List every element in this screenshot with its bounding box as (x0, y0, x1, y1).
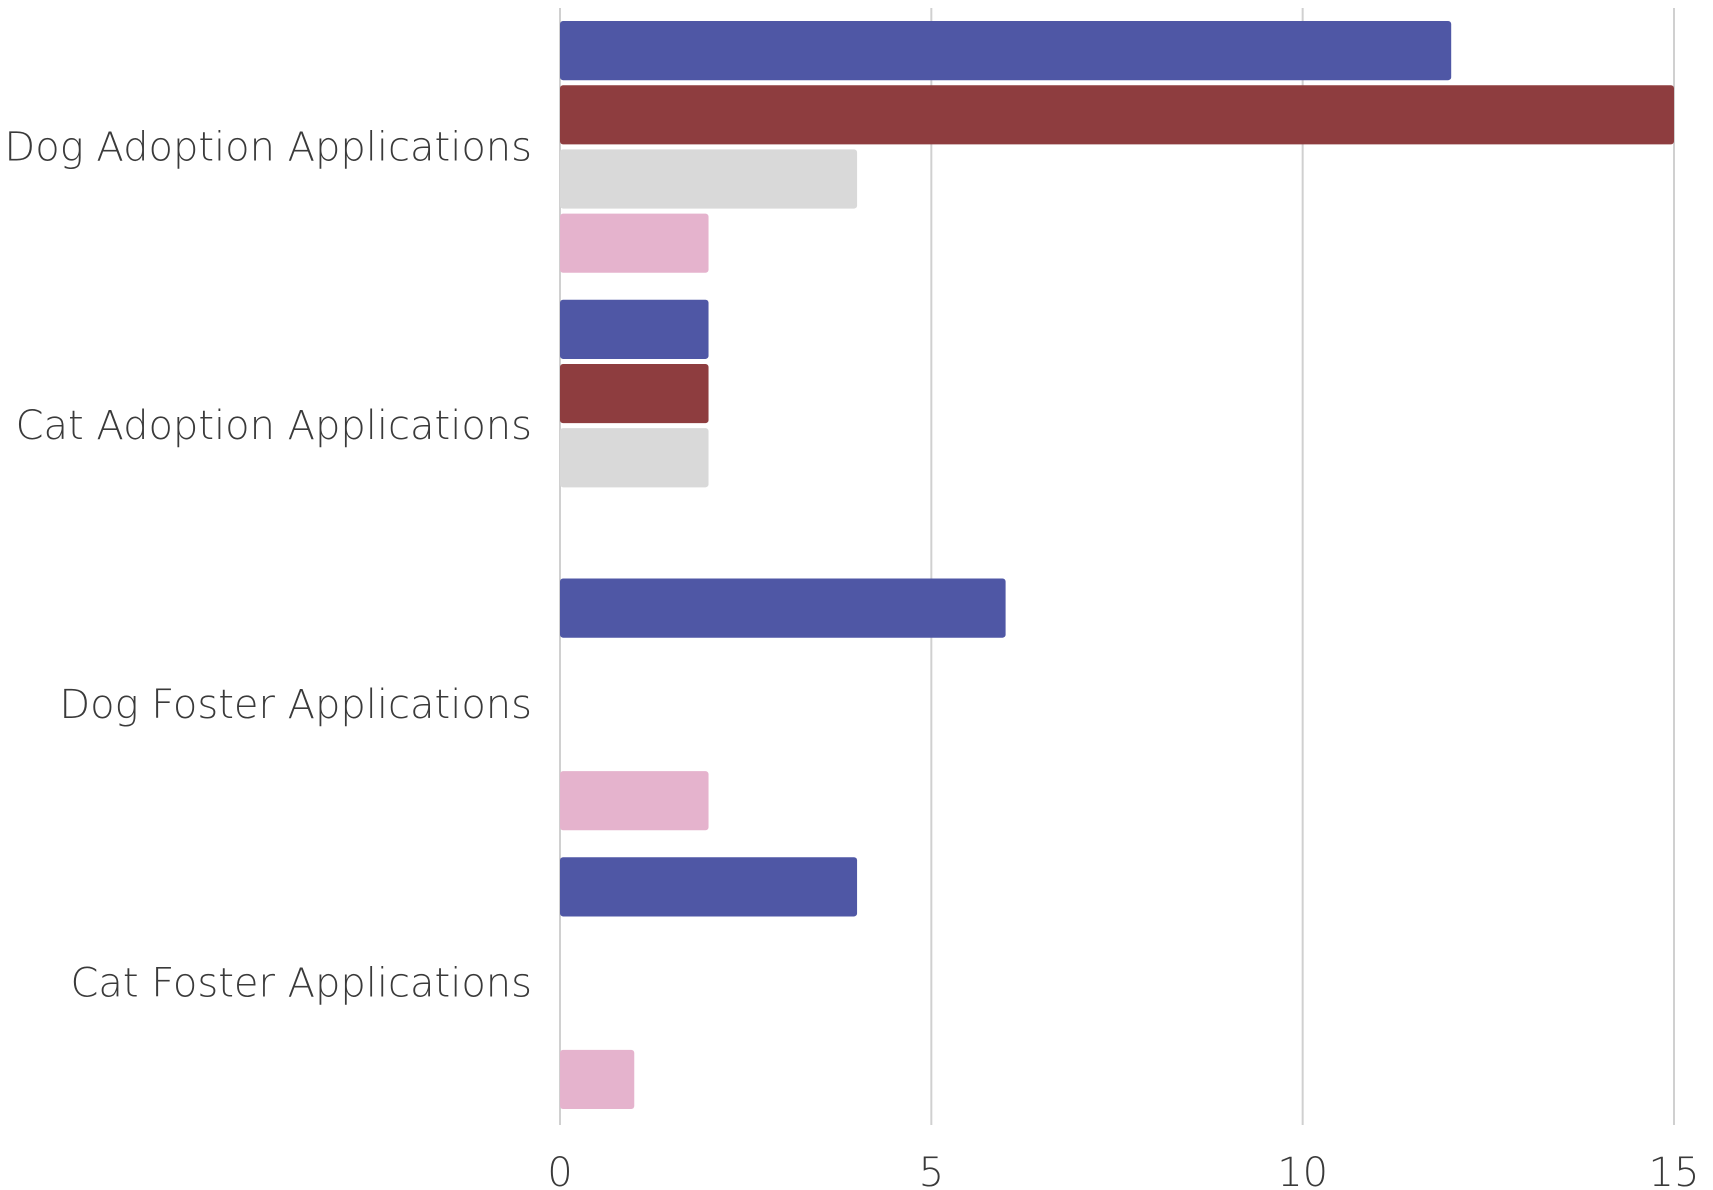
bar (560, 578, 1006, 638)
bar (560, 771, 709, 831)
bar (560, 428, 709, 488)
bar (560, 363, 709, 424)
bar (560, 1049, 635, 1109)
bar (560, 149, 858, 209)
bar (560, 213, 709, 273)
y-tick-label: Dog Adoption Applications (4, 124, 532, 170)
bar (560, 299, 709, 359)
x-tick-label: 5 (919, 1150, 944, 1190)
bar (560, 857, 858, 917)
x-tick-label: 15 (1649, 1150, 1700, 1190)
bar (560, 21, 1452, 81)
x-tick-label: 10 (1277, 1150, 1328, 1190)
y-tick-label: Cat Foster Applications (70, 961, 532, 1007)
y-tick-label: Dog Foster Applications (59, 682, 532, 728)
bar (560, 85, 1674, 145)
x-tick-label: 0 (547, 1150, 572, 1190)
y-tick-label: Cat Adoption Applications (16, 403, 532, 449)
